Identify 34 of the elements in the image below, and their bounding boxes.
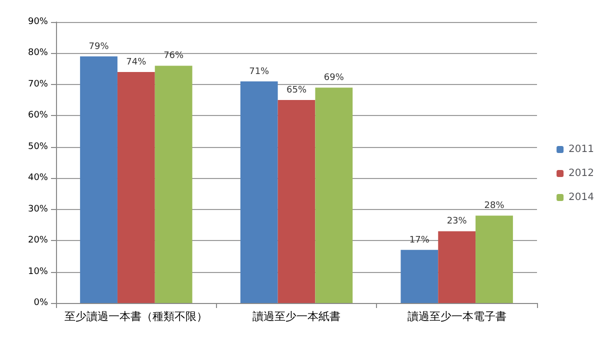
bar <box>154 66 192 303</box>
y-tick-label: 40% <box>28 173 48 184</box>
data-label: 28% <box>484 201 505 212</box>
data-label: 74% <box>126 57 147 68</box>
data-label: 17% <box>409 235 430 246</box>
bar <box>80 56 118 303</box>
y-tick-label: 70% <box>28 79 48 90</box>
y-tick-label: 20% <box>28 236 48 246</box>
y-tick-label: 30% <box>28 204 48 214</box>
bar <box>240 81 278 303</box>
y-tick-label: 50% <box>28 142 48 152</box>
legend-label: 2012 <box>568 168 594 179</box>
y-tick-label: 0% <box>34 298 48 308</box>
bar <box>315 88 353 303</box>
data-label: 23% <box>446 216 468 227</box>
data-label: 69% <box>324 73 344 84</box>
bar <box>278 100 316 303</box>
bar <box>476 216 513 303</box>
y-tick-label: 90% <box>28 17 48 27</box>
bar <box>438 231 476 303</box>
legend-label: 2011 <box>568 144 594 155</box>
bar <box>117 72 155 303</box>
y-tick-label: 80% <box>28 48 48 58</box>
data-label: 65% <box>286 86 307 96</box>
data-label: 71% <box>249 66 270 77</box>
data-label: 76% <box>164 51 184 62</box>
y-tick-label: 10% <box>28 266 48 277</box>
x-tick-label: 至少讀過一本書（種類不限） <box>64 310 208 323</box>
legend-label: 2014 <box>568 192 594 203</box>
data-label: 79% <box>88 42 110 52</box>
x-tick-label: 讀過至少一本電子書 <box>407 310 506 323</box>
x-tick-label: 讀過至少一本紙書 <box>252 310 340 323</box>
y-tick-label: 60% <box>28 110 48 121</box>
bar <box>400 250 438 303</box>
